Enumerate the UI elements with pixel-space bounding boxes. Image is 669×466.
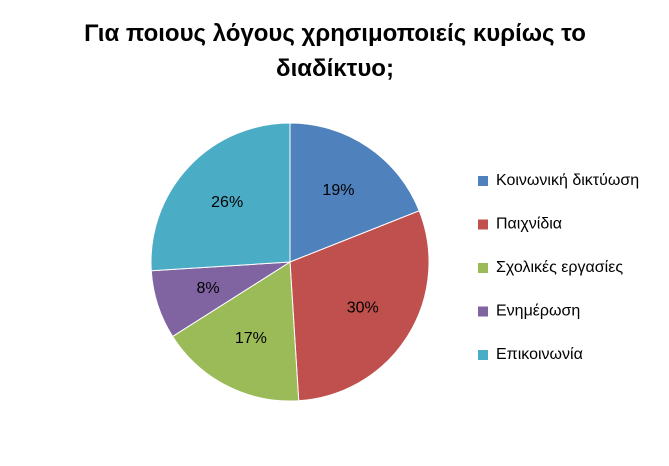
pie-slice — [289, 122, 420, 263]
legend-swatch — [478, 306, 488, 317]
pie-slice — [150, 122, 291, 272]
data-label: 30% — [347, 299, 379, 316]
legend-swatch — [478, 219, 488, 230]
pie-slice — [171, 261, 300, 402]
legend-label: Κοινωνική δικτύωση — [496, 172, 639, 189]
pie-slice — [289, 210, 430, 402]
legend-label: Ενημέρωση — [496, 303, 580, 320]
legend-label: Επικοινωνία — [496, 346, 583, 363]
legend-swatch — [478, 263, 488, 273]
legend-swatch — [478, 176, 488, 186]
data-label: 17% — [235, 330, 267, 347]
data-label: 26% — [211, 194, 243, 211]
data-label: 19% — [322, 182, 354, 199]
legend-swatch — [478, 350, 488, 360]
data-label: 8% — [196, 280, 219, 297]
legend-label: Σχολικές εργασίες — [496, 259, 623, 276]
chart-title: Για ποιους λόγους χρησιμοποιείς κυρίως τ… — [84, 20, 586, 82]
legend-label: Παιχνίδια — [496, 216, 562, 233]
